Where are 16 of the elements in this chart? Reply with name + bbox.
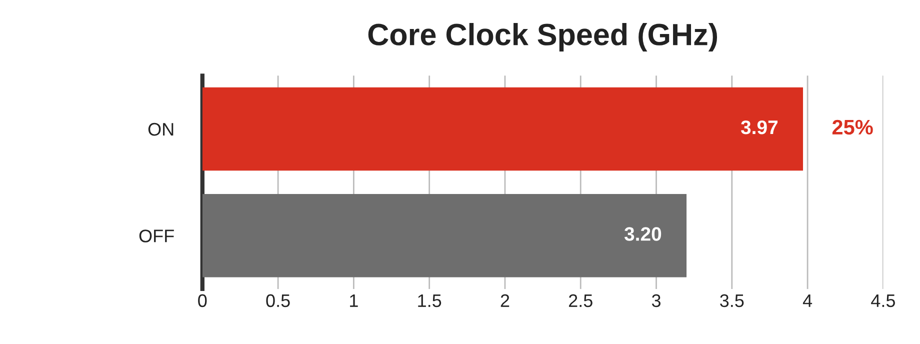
x-tick-label: 3 [652, 294, 660, 308]
y-tick-label: OFF [139, 230, 174, 242]
x-tick-label: 2 [500, 294, 510, 307]
y-tick-label: ON [148, 122, 174, 136]
x-tick-label: 2.5 [568, 294, 592, 308]
x-tick-label: 4.5 [871, 294, 895, 308]
x-tick-label: 0 [198, 294, 207, 308]
x-tick-label: 1 [350, 294, 358, 307]
data-label: 3.20 [624, 227, 662, 241]
data-label: 3.97 [740, 120, 778, 134]
x-tick-label: 0.5 [266, 294, 290, 308]
chart-title: Core Clock Speed (GHz) [368, 22, 718, 52]
x-tick-label: 3.5 [720, 294, 744, 308]
x-tick-label: 4 [802, 294, 812, 307]
x-tick-label: 1.5 [418, 294, 442, 308]
annotation: 25% [832, 120, 873, 135]
